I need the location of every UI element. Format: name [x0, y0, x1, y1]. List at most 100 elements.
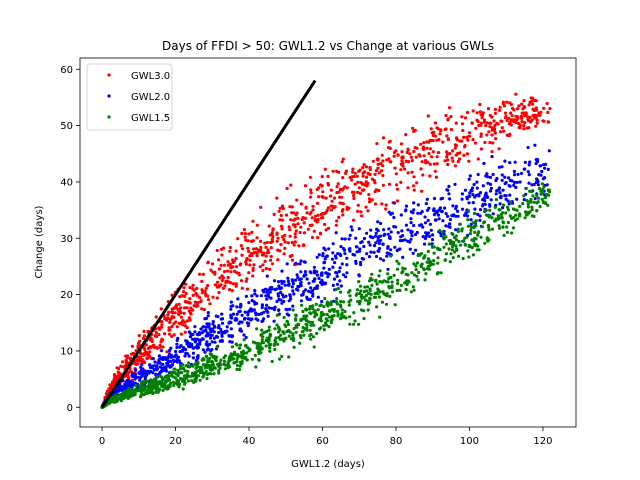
data-point [222, 263, 226, 267]
data-point [431, 262, 435, 266]
data-point [343, 309, 347, 314]
data-point [238, 327, 242, 331]
data-point [351, 218, 356, 222]
data-point [466, 224, 470, 228]
data-point [540, 182, 545, 186]
data-point [488, 121, 492, 125]
data-point [230, 345, 234, 349]
data-point [120, 365, 124, 369]
data-point [538, 205, 542, 209]
data-point [357, 280, 361, 284]
data-point [259, 333, 263, 337]
data-point [489, 198, 493, 202]
data-point [369, 235, 373, 239]
data-point [443, 258, 447, 262]
data-point [172, 360, 176, 364]
data-point [355, 245, 359, 249]
data-point [201, 348, 205, 352]
data-point [498, 105, 502, 109]
data-point [293, 240, 297, 244]
data-point [522, 124, 526, 128]
x-tick-label: 0 [99, 436, 105, 447]
data-point [286, 322, 291, 327]
data-point [469, 225, 473, 230]
data-point [105, 389, 109, 393]
data-point [142, 352, 146, 356]
data-point [453, 164, 457, 168]
data-point [449, 239, 453, 243]
data-point [348, 247, 352, 251]
data-point [298, 341, 302, 345]
data-point [305, 323, 309, 327]
legend-marker [107, 115, 111, 119]
data-point [409, 221, 413, 225]
data-point [246, 346, 250, 350]
data-point [166, 359, 171, 363]
data-point [291, 333, 295, 338]
data-point [247, 301, 251, 305]
data-point [319, 303, 323, 307]
data-point [204, 355, 209, 359]
data-point [392, 215, 396, 220]
data-point [438, 132, 442, 136]
data-point [196, 374, 200, 378]
data-point [362, 290, 366, 294]
data-point [361, 174, 365, 178]
data-point [189, 332, 193, 336]
data-point [238, 309, 242, 313]
data-point [397, 262, 401, 266]
data-point [327, 267, 331, 271]
data-point [361, 257, 365, 261]
data-point [471, 193, 475, 197]
data-point [393, 245, 397, 249]
data-point [545, 183, 549, 187]
data-point [531, 113, 535, 117]
data-point [526, 170, 530, 174]
data-point [258, 265, 262, 269]
data-point [365, 252, 369, 256]
data-point [440, 230, 444, 234]
data-point [144, 343, 148, 347]
data-point [364, 180, 368, 184]
data-point [238, 320, 242, 324]
data-point [269, 258, 273, 262]
data-point [377, 274, 381, 278]
data-point [280, 281, 284, 286]
data-point [512, 169, 517, 173]
data-point [354, 236, 358, 240]
data-point [321, 216, 325, 220]
data-point [128, 367, 132, 371]
data-point [286, 241, 290, 245]
data-point [190, 308, 195, 312]
data-point [475, 111, 479, 115]
data-point [113, 396, 117, 400]
data-point [202, 308, 206, 312]
data-point [490, 133, 494, 137]
data-point [104, 392, 108, 396]
data-point [467, 131, 472, 135]
data-point [425, 197, 429, 201]
data-point [122, 386, 127, 390]
data-point [292, 336, 296, 341]
data-point [184, 300, 188, 304]
data-point [427, 242, 431, 246]
data-point [524, 186, 528, 190]
data-point [176, 382, 180, 386]
data-point [457, 239, 461, 244]
data-point [233, 269, 237, 273]
data-point [493, 123, 497, 128]
data-point [422, 154, 426, 158]
data-point [416, 203, 420, 207]
data-point [282, 331, 286, 335]
data-point [199, 300, 203, 304]
data-point [212, 354, 216, 358]
data-point [404, 280, 408, 284]
data-point [381, 183, 385, 187]
data-point [529, 200, 533, 204]
data-point [409, 231, 413, 235]
data-point [430, 242, 434, 246]
data-point [356, 203, 360, 207]
data-point [487, 225, 491, 229]
data-point [142, 393, 146, 397]
data-point [275, 313, 279, 317]
